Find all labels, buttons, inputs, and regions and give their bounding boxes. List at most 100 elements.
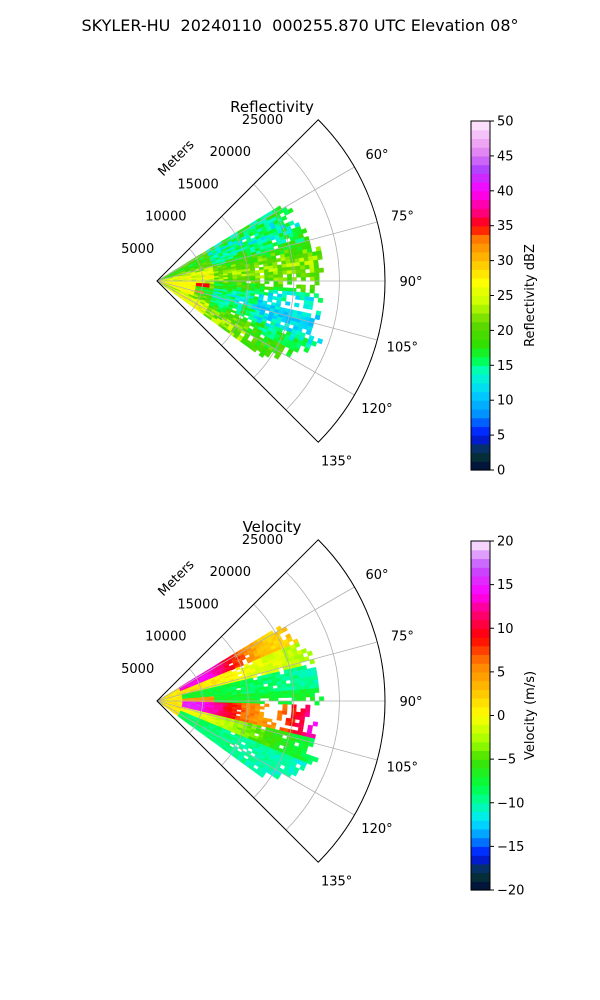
radar-data-cells (158, 205, 324, 360)
radar-cell (306, 650, 313, 657)
colorbar-segment (471, 208, 490, 218)
radar-cell (268, 694, 274, 699)
radar-cell (295, 715, 301, 721)
radar-cell (310, 696, 316, 702)
colorbar-segment (471, 138, 490, 148)
colorbar-tick-label: −20 (497, 884, 524, 899)
colorbar-segment (471, 173, 490, 183)
radar-cell (232, 696, 238, 700)
azimuth-gridline (156, 221, 378, 282)
radar-cell (282, 690, 288, 695)
radar-cell (309, 288, 315, 294)
radar-cell (287, 700, 293, 705)
radar-cell (314, 688, 320, 693)
radar-cell (286, 690, 293, 695)
panel-title: Reflectivity (230, 98, 314, 116)
radar-cell (272, 681, 278, 687)
radar-cell (313, 683, 320, 689)
radar-cell (273, 280, 279, 285)
colorbar-segment (471, 846, 490, 856)
radar-cell (310, 276, 316, 282)
radar-cell (255, 283, 261, 287)
radar-cell (277, 270, 283, 275)
radar-cell (300, 265, 306, 270)
radar-cell (246, 283, 252, 287)
colorbar-segment (471, 619, 490, 629)
radar-cell (295, 689, 302, 694)
radar-cell (236, 696, 243, 700)
radial-tick-label: 25000 (242, 113, 283, 128)
radar-cell (300, 272, 306, 278)
colorbar-segment (471, 408, 490, 419)
radar-cell (277, 287, 283, 292)
colorbar-segment (471, 251, 490, 262)
radar-cell (301, 648, 308, 654)
radar-cell (273, 286, 279, 291)
azimuth-tick-label: 90° (399, 275, 422, 290)
colorbar-label: Reflectivity dBZ (523, 244, 538, 347)
radial-tick-label: 5000 (121, 662, 154, 677)
radar-cell (254, 692, 261, 697)
radar-cell (314, 272, 320, 278)
radar-cell (295, 295, 301, 301)
radar-cell (286, 266, 292, 272)
radar-cell (273, 283, 279, 288)
radar-cell (309, 264, 315, 270)
radar-cell (304, 264, 310, 270)
colorbar-tick-label: 20 (497, 324, 514, 339)
radar-cell (295, 681, 301, 687)
radar-cell (282, 287, 288, 292)
colorbar-segment (471, 671, 490, 682)
radial-tick-label: 10000 (145, 630, 186, 645)
radar-cell (281, 297, 287, 302)
colorbar-segment (471, 147, 490, 157)
sector-outline (156, 119, 386, 443)
colorbar-segment (471, 225, 490, 236)
colorbar-segment (471, 776, 490, 786)
colorbar-tick-label: 30 (497, 254, 514, 269)
radar-cell (291, 704, 297, 709)
colorbar-tick-label: 15 (497, 578, 514, 593)
radar-cell (310, 340, 318, 347)
radar-cell (273, 691, 279, 696)
radar-cell (304, 292, 310, 298)
radar-cell (304, 680, 310, 686)
radar-cell (278, 700, 284, 705)
colorbar-segment (471, 872, 490, 882)
radar-cell (281, 267, 288, 272)
colorbar-segment (471, 724, 490, 734)
colorbar-tick-label: 15 (497, 359, 514, 374)
colorbar-tick-label: 35 (497, 219, 514, 234)
radar-cell (264, 271, 270, 276)
colorbar-segment (471, 558, 490, 568)
radar-cell (277, 267, 283, 272)
azimuth-tick-label: 60° (365, 568, 388, 583)
azimuth-tick-label: 75° (391, 629, 414, 644)
radar-cell (264, 274, 270, 279)
radar-cell (302, 304, 309, 310)
colorbar-segment (471, 837, 490, 847)
radar-cell (281, 687, 288, 692)
colorbar-segment (471, 129, 490, 140)
radar-cell (300, 276, 306, 282)
radar-cell (296, 696, 302, 702)
azimuth-tick-label: 105° (387, 341, 418, 356)
colorbar-segment (471, 567, 490, 577)
radar-cell (295, 265, 301, 271)
colorbar-tick-label: 0 (497, 464, 505, 479)
radar-cell (273, 697, 279, 702)
radar-cell (278, 277, 284, 282)
radar-cell (309, 284, 315, 290)
radar-cell (273, 353, 281, 360)
radar-cell (246, 275, 252, 279)
radar-cell (264, 277, 270, 282)
colorbar-segment (471, 794, 490, 804)
radar-cell (268, 271, 274, 276)
colorbar-segment (471, 628, 490, 638)
radar-cell (300, 685, 306, 690)
azimuth-tick-label: 75° (391, 209, 414, 224)
radar-cell (259, 689, 265, 694)
radar-cell (305, 704, 311, 710)
radar-cell (308, 256, 314, 262)
